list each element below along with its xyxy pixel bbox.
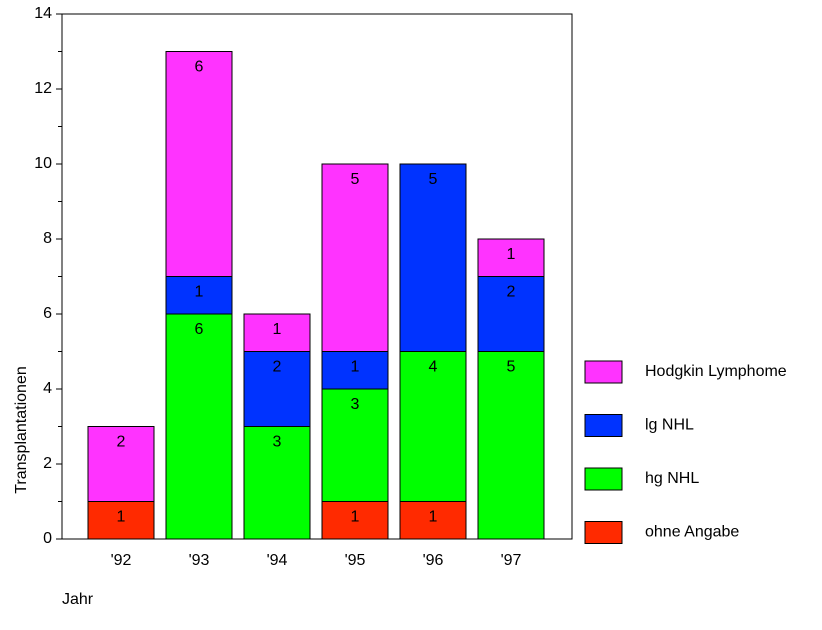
bar-segment <box>243 426 311 540</box>
y-tick-label: 0 <box>43 530 52 547</box>
data-label: 1 <box>351 359 360 376</box>
data-label: 2 <box>273 359 282 376</box>
y-tick-label: 6 <box>43 305 52 322</box>
legend-swatch <box>584 467 623 491</box>
data-label: 3 <box>273 434 282 451</box>
data-label: 3 <box>351 396 360 413</box>
legend-swatch <box>584 521 623 544</box>
data-label: 1 <box>117 509 126 526</box>
legend-label: lg NHL <box>645 417 694 434</box>
bar-segment <box>243 351 311 427</box>
legend-label: ohne Angabe <box>645 524 739 541</box>
y-tick-label: 8 <box>43 230 52 247</box>
y-tick-label: 12 <box>34 80 52 97</box>
x-tick-label: '95 <box>345 552 366 569</box>
x-tick-label: '97 <box>501 552 522 569</box>
data-label: 1 <box>273 321 282 338</box>
legend-swatch <box>584 360 623 384</box>
legend-swatch <box>584 414 623 437</box>
legend-label: hg NHL <box>645 470 699 487</box>
y-tick-label: 14 <box>34 5 52 22</box>
bar-segment <box>243 313 311 352</box>
data-label: 2 <box>507 284 516 301</box>
x-axis-label: Jahr <box>62 591 94 608</box>
data-label: 1 <box>351 509 360 526</box>
bar-segment <box>399 351 467 502</box>
bar-segment <box>165 313 233 540</box>
data-label: 1 <box>507 246 516 263</box>
bar-segment <box>165 51 233 277</box>
data-label: 5 <box>351 171 360 188</box>
x-tick-label: '94 <box>267 552 288 569</box>
y-axis-label: Transplantationen <box>13 366 30 494</box>
bar-segment <box>321 163 389 352</box>
data-label: 6 <box>195 59 204 76</box>
bar-segment <box>477 276 545 352</box>
x-tick-label: '92 <box>111 552 132 569</box>
data-label: 1 <box>429 509 438 526</box>
legend-label: Hodgkin Lymphome <box>645 363 787 380</box>
y-tick-label: 10 <box>34 155 52 172</box>
data-label: 6 <box>195 321 204 338</box>
y-tick-label: 4 <box>43 380 52 397</box>
bar-segment <box>321 501 389 540</box>
data-label: 2 <box>117 434 126 451</box>
data-label: 4 <box>429 359 438 376</box>
x-tick-label: '93 <box>189 552 210 569</box>
bar-segment <box>87 426 155 502</box>
bar-segment <box>477 351 545 540</box>
data-label: 5 <box>507 359 516 376</box>
bar-segment <box>399 163 467 352</box>
bar-segment <box>477 238 545 277</box>
data-label: 1 <box>195 284 204 301</box>
data-label: 5 <box>429 171 438 188</box>
x-tick-label: '96 <box>423 552 444 569</box>
bar-segment <box>399 501 467 540</box>
y-tick-label: 2 <box>43 455 52 472</box>
bar-segment <box>321 351 389 390</box>
